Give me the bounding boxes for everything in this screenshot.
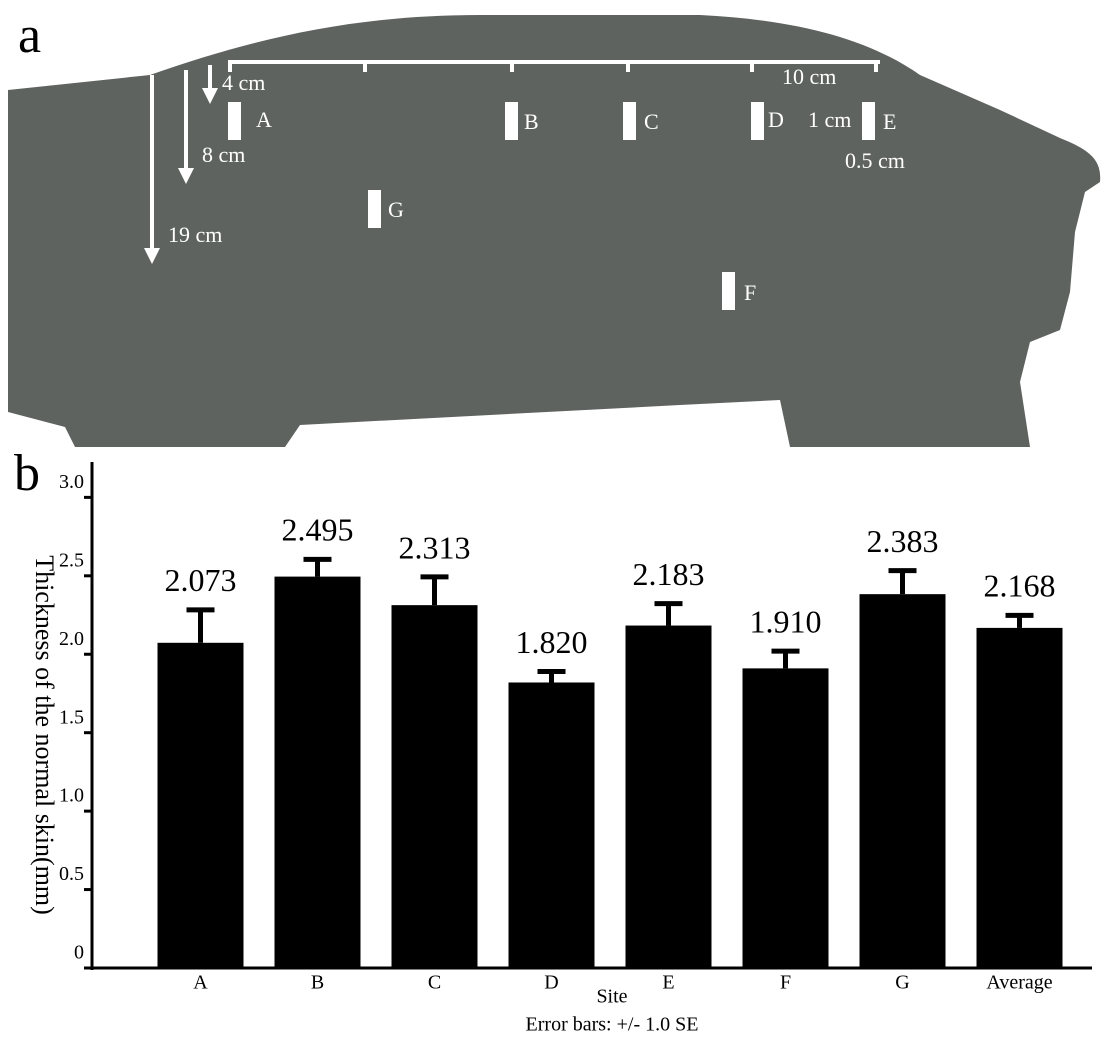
dimension-label: 4 cm [222,70,265,95]
value-label: 2.183 [633,556,705,592]
y-tick-label: 1.0 [59,785,84,807]
x-tick-label: C [428,972,441,994]
x-tick-label: Average [986,972,1052,994]
y-axis-title: Thickness of the normal skin(mm) [30,555,59,915]
note: Error bars: +/- 1.0 SE [526,1014,699,1036]
dimension-label: 0.5 cm [845,148,905,173]
dimension-label: 1 cm [808,107,851,132]
value-label: 1.910 [750,603,822,639]
site-label: D [768,107,784,132]
bar [743,668,829,968]
bar [392,605,478,968]
bar [626,626,712,968]
x-tick-label: E [662,972,674,994]
site-label: F [744,280,756,305]
site-label: A [256,107,272,132]
value-label: 2.073 [165,562,237,598]
y-tick-label: 0 [74,942,84,964]
value-label: 2.168 [984,568,1056,604]
y-tick-label: 3.0 [59,471,84,493]
bar [158,643,244,968]
value-label: 2.383 [867,523,939,559]
y-tick-label: 1.5 [59,706,84,728]
x-tick-label: F [780,972,791,994]
panel-label: b [14,445,40,502]
bar [860,594,946,968]
site-label: C [644,109,659,134]
dimension-label: 10 cm [782,64,836,89]
x-tick-label: D [544,972,558,994]
x-axis-title: Site [596,986,627,1008]
y-tick-label: 2.5 [59,549,84,571]
value-label: 2.313 [399,529,471,565]
figure: a 4 cm 8 cm 19 cm 10 cm 1 cm 0.5 cm A B … [0,0,1105,1045]
y-tick-label: 0.5 [59,863,84,885]
value-label: 1.820 [516,624,588,660]
bar [509,682,595,968]
y-tick-label: 2.0 [59,628,84,650]
bar [977,628,1063,968]
x-tick-label: G [895,972,909,994]
dimension-label: 19 cm [168,222,222,247]
panel-label: a [18,7,41,64]
dimension-label: 8 cm [202,142,245,167]
site-label: E [883,109,896,134]
value-label: 2.495 [282,512,354,548]
site-label: B [524,109,539,134]
bar [275,577,361,968]
x-tick-label: B [311,972,324,994]
site-label: G [388,197,404,222]
x-tick-label: A [193,972,208,994]
